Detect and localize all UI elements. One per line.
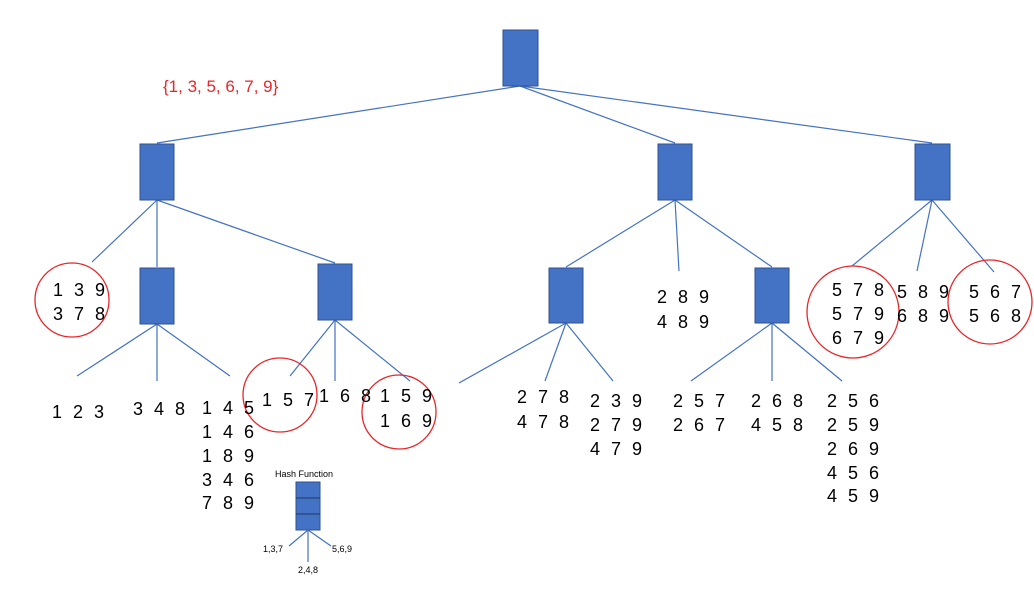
leaf-itemset: 3 7 8	[53, 304, 108, 324]
leaf-itemset: 5 8 9	[897, 282, 952, 302]
edge	[565, 199, 676, 268]
leaf-itemset: 3 4 6	[202, 470, 257, 490]
internal-node	[754, 267, 790, 324]
leaf-itemset: 2 7 9	[590, 415, 645, 435]
internal-node	[548, 267, 584, 324]
leaf-itemset: 2 6 8	[751, 391, 806, 411]
edge	[771, 322, 843, 382]
leaf-itemset: 4 5 8	[751, 415, 806, 435]
edge	[674, 199, 773, 268]
legend-edge	[288, 529, 309, 547]
legend-title: Hash Function	[275, 469, 333, 479]
legend-hash-box	[295, 481, 321, 531]
leaf-itemset: 1 3 9	[53, 280, 108, 300]
leaf-itemset: 1 4 6	[202, 422, 257, 442]
leaf-itemset: 1 8 9	[202, 446, 257, 466]
internal-node	[317, 263, 353, 321]
edge	[690, 322, 773, 382]
root-node	[502, 29, 539, 87]
leaf-itemset: 3 4 8	[133, 399, 188, 419]
leaf-labels: 1 3 9 3 7 8 1 2 3 3 4 8 1 4 5 1 4 6 1 8 …	[52, 280, 1024, 513]
edge	[674, 199, 680, 272]
leaf-itemset: 4 5 6	[827, 463, 882, 483]
highlight-circle	[242, 357, 318, 433]
leaf-itemset: 2 8 9	[657, 287, 712, 307]
hash-function-legend: Hash Function 1,3,7 2,4,8 5,6,9	[263, 469, 352, 575]
leaf-itemset: 1 6 8	[319, 386, 374, 406]
edge	[519, 85, 676, 144]
leaf-itemset: 5 6 8	[969, 306, 1024, 326]
highlight-circle	[361, 374, 437, 450]
legend-right-label: 5,6,9	[332, 544, 352, 554]
leaf-itemset: 2 6 9	[827, 439, 882, 459]
leaf-itemset: 5 6 7	[969, 282, 1024, 302]
edge	[851, 199, 933, 267]
leaf-itemset: 1 2 3	[52, 402, 107, 422]
itemset-label: {1, 3, 5, 6, 7, 9}	[163, 77, 279, 96]
leaf-itemset: 2 3 9	[590, 391, 645, 411]
leaf-itemset: 1 5 7	[262, 390, 317, 410]
leaf-itemset: 1 6 9	[380, 411, 435, 431]
leaf-itemset: 4 5 9	[827, 486, 882, 506]
leaf-itemset: 4 7 8	[517, 412, 572, 432]
leaf-itemset: 7 8 9	[202, 493, 257, 513]
edge	[519, 85, 933, 144]
leaf-itemset: 2 5 7	[673, 391, 728, 411]
edge	[289, 319, 336, 377]
internal-node	[657, 143, 693, 201]
edge	[334, 319, 411, 382]
leaf-itemset: 5 7 9	[832, 304, 887, 324]
leaf-itemset: 6 8 9	[897, 306, 952, 326]
internal-node	[914, 143, 951, 201]
edge	[931, 199, 995, 273]
edge	[76, 323, 158, 377]
edge	[458, 322, 567, 384]
leaf-itemset: 2 7 8	[517, 387, 572, 407]
internal-node	[139, 143, 175, 201]
edge	[156, 85, 521, 144]
legend-middle-label: 2,4,8	[298, 565, 318, 575]
highlight-circle	[947, 259, 1033, 345]
leaf-itemset: 1 4 5	[202, 398, 257, 418]
legend-left-label: 1,3,7	[263, 544, 283, 554]
internal-node	[139, 267, 175, 325]
leaf-itemset: 2 5 9	[827, 415, 882, 435]
edge	[156, 323, 231, 377]
highlight-circle	[34, 262, 110, 338]
legend-edge	[307, 529, 332, 547]
highlight-circle	[806, 265, 900, 359]
edge	[916, 199, 933, 272]
edge	[156, 199, 336, 264]
edge	[544, 322, 567, 382]
tree-nodes	[139, 29, 951, 325]
leaf-itemset: 2 5 6	[827, 391, 882, 411]
tree-edges	[76, 85, 995, 384]
leaf-itemset: 2 6 7	[673, 415, 728, 435]
highlight-rings	[34, 259, 1033, 450]
edge	[91, 199, 158, 263]
leaf-itemset: 5 7 8	[832, 280, 887, 300]
edge	[565, 322, 614, 382]
leaf-itemset: 1 5 9	[380, 386, 435, 406]
leaf-itemset: 6 7 9	[832, 328, 887, 348]
leaf-itemset: 4 7 9	[590, 439, 645, 459]
leaf-itemset: 4 8 9	[657, 312, 712, 332]
